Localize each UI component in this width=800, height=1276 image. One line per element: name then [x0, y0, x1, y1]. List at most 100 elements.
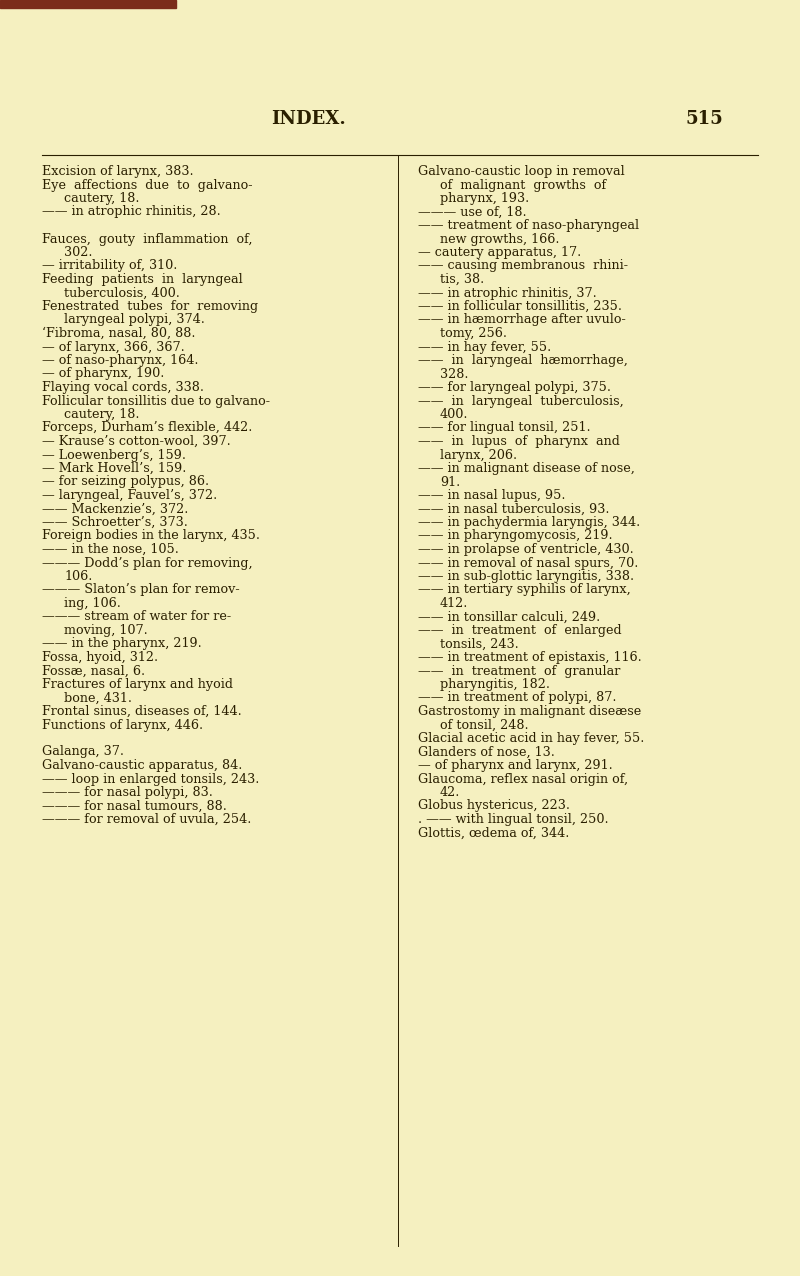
Text: —— Schroetter’s, 373.: —— Schroetter’s, 373.	[42, 516, 188, 530]
Text: Fenestrated  tubes  for  removing: Fenestrated tubes for removing	[42, 300, 258, 313]
Text: ——— for nasal tumours, 88.: ——— for nasal tumours, 88.	[42, 800, 227, 813]
Text: —— in sub-glottic laryngitis, 338.: —— in sub-glottic laryngitis, 338.	[418, 570, 634, 583]
Text: Fauces,  gouty  inflammation  of,: Fauces, gouty inflammation of,	[42, 232, 253, 245]
Text: Foreign bodies in the larynx, 435.: Foreign bodies in the larynx, 435.	[42, 530, 260, 542]
Text: 400.: 400.	[440, 408, 469, 421]
Text: Feeding  patients  in  laryngeal: Feeding patients in laryngeal	[42, 273, 242, 286]
Text: Functions of larynx, 446.: Functions of larynx, 446.	[42, 718, 203, 731]
Text: tonsils, 243.: tonsils, 243.	[440, 638, 518, 651]
Text: ——— use of, 18.: ——— use of, 18.	[418, 205, 526, 218]
Text: INDEX.: INDEX.	[270, 110, 346, 128]
Text: Gastrostomy in malignant diseæse: Gastrostomy in malignant diseæse	[418, 706, 642, 718]
Text: —— in removal of nasal spurs, 70.: —— in removal of nasal spurs, 70.	[418, 556, 638, 569]
Text: Glottis, œdema of, 344.: Glottis, œdema of, 344.	[418, 827, 570, 840]
Text: —— treatment of naso-pharyngeal: —— treatment of naso-pharyngeal	[418, 219, 639, 232]
Text: ——— Slaton’s plan for remov-: ——— Slaton’s plan for remov-	[42, 583, 240, 596]
Text: —— in hay fever, 55.: —— in hay fever, 55.	[418, 341, 551, 353]
Text: — cautery apparatus, 17.: — cautery apparatus, 17.	[418, 246, 582, 259]
Text: — irritability of, 310.: — irritability of, 310.	[42, 259, 178, 273]
Text: 328.: 328.	[440, 367, 469, 380]
Text: —— loop in enlarged tonsils, 243.: —— loop in enlarged tonsils, 243.	[42, 772, 259, 786]
Text: moving, 107.: moving, 107.	[64, 624, 148, 637]
Text: laryngeal polypi, 374.: laryngeal polypi, 374.	[64, 314, 205, 327]
Text: —— Mackenzie’s, 372.: —— Mackenzie’s, 372.	[42, 503, 188, 516]
Text: ing, 106.: ing, 106.	[64, 597, 121, 610]
Text: 515: 515	[685, 110, 723, 128]
Text: — of pharynx and larynx, 291.: — of pharynx and larynx, 291.	[418, 759, 613, 772]
Bar	[0, 0, 176, 8]
Text: —— in nasal tuberculosis, 93.: —— in nasal tuberculosis, 93.	[418, 503, 610, 516]
Text: ——  in  laryngeal  tuberculosis,: —— in laryngeal tuberculosis,	[418, 394, 624, 407]
Text: —— in atrophic rhinitis, 28.: —— in atrophic rhinitis, 28.	[42, 205, 221, 218]
Text: —— in the pharynx, 219.: —— in the pharynx, 219.	[42, 638, 202, 651]
Text: tuberculosis, 400.: tuberculosis, 400.	[64, 287, 180, 300]
Text: ——— for nasal polypi, 83.: ——— for nasal polypi, 83.	[42, 786, 213, 799]
Text: bone, 431.: bone, 431.	[64, 692, 132, 704]
Text: Fossa, hyoid, 312.: Fossa, hyoid, 312.	[42, 651, 158, 664]
Text: new growths, 166.: new growths, 166.	[440, 232, 559, 245]
Text: —— causing membranous  rhini-: —— causing membranous rhini-	[418, 259, 628, 273]
Text: — Krause’s cotton-wool, 397.: — Krause’s cotton-wool, 397.	[42, 435, 230, 448]
Text: Galanga, 37.: Galanga, 37.	[42, 745, 124, 758]
Text: —— in tonsillar calculi, 249.: —— in tonsillar calculi, 249.	[418, 610, 600, 624]
Text: 106.: 106.	[64, 570, 92, 583]
Text: —— in treatment of epistaxis, 116.: —— in treatment of epistaxis, 116.	[418, 651, 642, 664]
Text: of tonsil, 248.: of tonsil, 248.	[440, 718, 529, 731]
Text: 91.: 91.	[440, 476, 460, 489]
Text: tis, 38.: tis, 38.	[440, 273, 484, 286]
Text: —— for laryngeal polypi, 375.: —— for laryngeal polypi, 375.	[418, 382, 611, 394]
Text: ——  in  lupus  of  pharynx  and: —— in lupus of pharynx and	[418, 435, 620, 448]
Text: —— in malignant disease of nose,: —— in malignant disease of nose,	[418, 462, 635, 475]
Text: tomy, 256.: tomy, 256.	[440, 327, 507, 339]
Text: 302.: 302.	[64, 246, 93, 259]
Text: Globus hystericus, 223.: Globus hystericus, 223.	[418, 800, 570, 813]
Text: ——— for removal of uvula, 254.: ——— for removal of uvula, 254.	[42, 813, 251, 826]
Text: ‘Fibroma, nasal, 80, 88.: ‘Fibroma, nasal, 80, 88.	[42, 327, 195, 339]
Text: — Mark Hovell’s, 159.: — Mark Hovell’s, 159.	[42, 462, 186, 475]
Text: Galvano-caustic apparatus, 84.: Galvano-caustic apparatus, 84.	[42, 759, 242, 772]
Text: —— in pharyngomycosis, 219.: —— in pharyngomycosis, 219.	[418, 530, 613, 542]
Text: ——— stream of water for re-: ——— stream of water for re-	[42, 610, 231, 624]
Text: — of naso-pharynx, 164.: — of naso-pharynx, 164.	[42, 353, 198, 367]
Text: Follicular tonsillitis due to galvano-: Follicular tonsillitis due to galvano-	[42, 394, 270, 407]
Text: Fossæ, nasal, 6.: Fossæ, nasal, 6.	[42, 665, 145, 678]
Text: —— in treatment of polypi, 87.: —— in treatment of polypi, 87.	[418, 692, 617, 704]
Text: ——  in  laryngeal  hæmorrhage,: —— in laryngeal hæmorrhage,	[418, 353, 628, 367]
Text: pharynx, 193.: pharynx, 193.	[440, 191, 530, 205]
Text: 42.: 42.	[440, 786, 460, 799]
Text: Forceps, Durham’s flexible, 442.: Forceps, Durham’s flexible, 442.	[42, 421, 252, 435]
Text: 412.: 412.	[440, 597, 468, 610]
Text: — of pharynx, 190.: — of pharynx, 190.	[42, 367, 164, 380]
Text: Flaying vocal cords, 338.: Flaying vocal cords, 338.	[42, 382, 204, 394]
Text: Glacial acetic acid in hay fever, 55.: Glacial acetic acid in hay fever, 55.	[418, 732, 644, 745]
Text: —— for lingual tonsil, 251.: —— for lingual tonsil, 251.	[418, 421, 590, 435]
Text: Galvano-caustic loop in removal: Galvano-caustic loop in removal	[418, 165, 625, 177]
Text: Excision of larynx, 383.: Excision of larynx, 383.	[42, 165, 194, 177]
Text: ——  in  treatment  of  enlarged: —— in treatment of enlarged	[418, 624, 622, 637]
Text: —— in pachydermia laryngis, 344.: —— in pachydermia laryngis, 344.	[418, 516, 640, 530]
Text: ——  in  treatment  of  granular: —— in treatment of granular	[418, 665, 620, 678]
Text: ——— Dodd’s plan for removing,: ——— Dodd’s plan for removing,	[42, 556, 253, 569]
Text: Glaucoma, reflex nasal origin of,: Glaucoma, reflex nasal origin of,	[418, 772, 628, 786]
Text: . —— with lingual tonsil, 250.: . —— with lingual tonsil, 250.	[418, 813, 609, 826]
Text: —— in hæmorrhage after uvulo-: —— in hæmorrhage after uvulo-	[418, 314, 626, 327]
Text: —— in atrophic rhinitis, 37.: —— in atrophic rhinitis, 37.	[418, 287, 597, 300]
Text: —— in nasal lupus, 95.: —— in nasal lupus, 95.	[418, 489, 566, 501]
Text: Eye  affections  due  to  galvano-: Eye affections due to galvano-	[42, 179, 253, 191]
Text: — of larynx, 366, 367.: — of larynx, 366, 367.	[42, 341, 185, 353]
Text: —— in prolapse of ventricle, 430.: —— in prolapse of ventricle, 430.	[418, 544, 634, 556]
Text: cautery, 18.: cautery, 18.	[64, 408, 139, 421]
Text: pharyngitis, 182.: pharyngitis, 182.	[440, 678, 550, 692]
Text: Fractures of larynx and hyoid: Fractures of larynx and hyoid	[42, 678, 233, 692]
Text: —— in follicular tonsillitis, 235.: —— in follicular tonsillitis, 235.	[418, 300, 622, 313]
Text: —— in tertiary syphilis of larynx,: —— in tertiary syphilis of larynx,	[418, 583, 630, 596]
Text: — for seizing polypus, 86.: — for seizing polypus, 86.	[42, 476, 209, 489]
Text: —— in the nose, 105.: —— in the nose, 105.	[42, 544, 179, 556]
Text: Frontal sinus, diseases of, 144.: Frontal sinus, diseases of, 144.	[42, 706, 242, 718]
Text: larynx, 206.: larynx, 206.	[440, 448, 517, 462]
Text: — Loewenberg’s, 159.: — Loewenberg’s, 159.	[42, 448, 186, 462]
Text: of  malignant  growths  of: of malignant growths of	[440, 179, 606, 191]
Text: — laryngeal, Fauvel’s, 372.: — laryngeal, Fauvel’s, 372.	[42, 489, 218, 501]
Text: cautery, 18.: cautery, 18.	[64, 191, 139, 205]
Text: Glanders of nose, 13.: Glanders of nose, 13.	[418, 745, 555, 758]
